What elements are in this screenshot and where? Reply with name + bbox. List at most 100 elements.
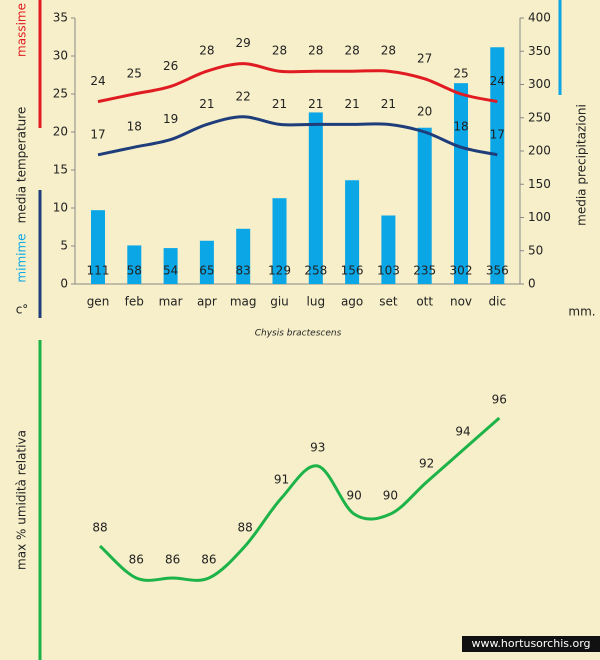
bar-value-label: 258 [304,264,327,278]
y-axis-label: media temperature [15,107,29,224]
line-value-label: 24 [90,74,105,88]
line-value-label: 91 [274,473,289,487]
line-value-label: 20 [417,105,432,119]
bar [127,245,142,284]
bar [490,47,505,285]
x-tick-label: giu [270,295,289,309]
y-tick-label: 5 [60,239,68,253]
bar-value-label: 235 [413,264,436,278]
line-value-label: 19 [163,112,178,126]
x-tick-label: ott [416,295,433,309]
y2-tick-label: 0 [528,277,536,291]
y-tick-label: 15 [53,163,68,177]
y-tick-label: 0 [60,277,68,291]
line-value-label: 86 [201,553,216,567]
y-tick-label: 35 [53,11,68,25]
line [98,416,501,582]
y2-tick-label: 350 [528,44,551,58]
x-tick-label: nov [450,295,472,309]
x-tick-label: set [379,295,398,309]
line-value-label: 18 [453,120,468,134]
y2-tick-label: 100 [528,210,551,224]
line-value-label: 96 [492,393,507,407]
legend-label: massime [15,3,29,57]
x-tick-label: dic [489,295,507,309]
line [97,115,498,157]
bar-value-label: 65 [199,264,214,278]
y-axis-label: max % umidità relativa [15,430,29,570]
bar [272,198,287,284]
line-value-label: 88 [92,521,107,535]
y2-tick-label: 150 [528,177,551,191]
y2-tick-label: 50 [528,243,543,257]
line-value-label: 28 [308,44,323,58]
line-value-label: 21 [344,97,359,111]
bar-value-label: 156 [341,264,364,278]
line-value-label: 21 [272,97,287,111]
line-value-label: 86 [165,553,180,567]
x-tick-label: lug [307,295,326,309]
line-value-label: 21 [199,97,214,111]
bar [199,240,214,284]
bar [91,210,105,284]
line-value-label: 29 [236,36,251,50]
line [97,62,498,104]
bar-value-label: 58 [127,264,142,278]
y-axis-unit: c° [16,303,29,317]
line-value-label: 93 [310,441,325,455]
y2-tick-label: 400 [528,11,551,25]
line-value-label: 17 [490,127,505,141]
line-value-label: 28 [344,44,359,58]
x-tick-label: mar [159,295,183,309]
line-value-label: 90 [383,489,398,503]
line-value-label: 28 [381,44,396,58]
line-value-label: 27 [417,51,432,65]
bar [345,180,360,284]
line-value-label: 26 [163,59,178,73]
y-tick-label: 20 [53,125,68,139]
line-value-label: 90 [346,489,361,503]
bar-value-label: 103 [377,264,400,278]
y2-tick-label: 200 [528,144,551,158]
line-value-label: 21 [381,97,396,111]
bar [308,112,323,285]
x-tick-label: feb [125,295,144,309]
x-tick-label: apr [197,295,217,309]
line-value-label: 24 [490,74,505,88]
bar [163,248,178,284]
watermark-box [462,636,600,652]
bar [417,127,432,284]
y2-axis-label: media precipitazioni [575,104,589,226]
line-value-label: 21 [308,97,323,111]
line-value-label: 88 [238,521,253,535]
line-value-label: 92 [419,457,434,471]
bar-value-label: 356 [486,264,509,278]
line-value-label: 22 [236,89,251,103]
x-tick-label: ago [341,295,363,309]
line-value-label: 94 [455,425,470,439]
y-tick-label: 25 [53,87,68,101]
line-value-label: 18 [127,120,142,134]
line-value-label: 25 [453,67,468,81]
y2-axis-unit: mm. [568,305,595,319]
line-value-label: 25 [127,67,142,81]
y-tick-label: 30 [53,49,68,63]
x-tick-label: gen [87,295,110,309]
y2-tick-label: 250 [528,110,551,124]
bar-value-label: 111 [87,264,110,278]
line-value-label: 28 [272,44,287,58]
line-value-label: 86 [129,553,144,567]
bar [381,215,396,284]
line-value-label: 28 [199,44,214,58]
chart-title: Chysis bractescens [255,329,342,339]
bar-value-label: 129 [268,264,291,278]
bar-value-label: 83 [236,264,251,278]
y-tick-label: 10 [53,201,68,215]
bar-value-label: 54 [163,264,178,278]
x-tick-label: mag [230,295,257,309]
bar [454,83,468,284]
legend-label: mimime [15,233,29,282]
bar-value-label: 302 [450,264,473,278]
